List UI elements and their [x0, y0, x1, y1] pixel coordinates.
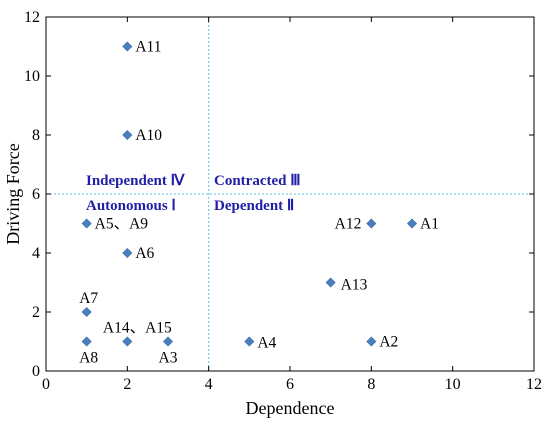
y-tick-label: 0: [32, 363, 40, 380]
data-point-label: A10: [135, 127, 162, 144]
data-point-label: A4: [257, 335, 276, 352]
x-axis-label: Dependence: [246, 398, 335, 418]
data-point-marker: [366, 336, 377, 347]
data-point-marker: [122, 247, 133, 259]
data-point-label: A7: [79, 290, 98, 307]
data-point-label: A5、A9: [95, 216, 149, 233]
x-tick-label: 12: [526, 376, 542, 393]
quadrant-divider-lines: [46, 17, 534, 371]
y-tick-label: 6: [32, 186, 40, 203]
x-tick-label: 2: [123, 376, 131, 393]
y-tick-label: 8: [32, 127, 40, 144]
data-point-label: A8: [79, 350, 98, 367]
data-point-label: A6: [135, 245, 154, 262]
x-tick-label: 8: [367, 376, 375, 393]
x-tick-label: 0: [42, 376, 50, 393]
data-point-marker: [122, 129, 133, 141]
data-point-label: A14、A15: [103, 320, 172, 337]
data-point-marker: [81, 218, 92, 229]
data-point-marker: [81, 306, 92, 318]
data-point-marker: [81, 336, 92, 347]
quadrant-labels: Independent Ⅳ Contracted Ⅲ Autonomous Ⅰ Dep…: [86, 173, 301, 214]
y-tick-label: 12: [24, 9, 40, 26]
y-tick-label: 2: [32, 304, 40, 321]
y-tick-label: 4: [32, 245, 40, 262]
axis-ticks: 0 2 4 6 8 10 12 0 2 4 6 8 10 12: [24, 9, 542, 393]
data-point-marker: [162, 336, 174, 347]
data-point-marker: [122, 336, 133, 347]
data-points: A11 A10 A5、A9 A6 A7 A14、A15 A8 A3 A4 A13 A12 A1 A2: [79, 39, 439, 367]
quadrant-label: Dependent Ⅱ: [214, 198, 294, 214]
quadrant-label: Contracted Ⅲ: [214, 173, 301, 189]
data-point-label: A1: [420, 216, 439, 233]
x-tick-label: 4: [205, 376, 213, 393]
data-point-marker: [406, 218, 418, 229]
data-point-marker: [325, 277, 336, 288]
data-point-marker: [122, 41, 133, 52]
data-point-marker: [244, 336, 255, 347]
data-point-marker: [366, 218, 377, 229]
quadrant-label: Independent Ⅳ: [86, 173, 186, 189]
data-point-label: A3: [159, 350, 178, 367]
x-tick-label: 6: [286, 376, 294, 393]
data-point-label: A12: [335, 216, 362, 233]
y-axis-label: Driving Force: [3, 143, 23, 244]
data-point-label: A2: [379, 334, 398, 351]
y-tick-label: 10: [24, 68, 40, 85]
quadrant-label: Autonomous Ⅰ: [86, 198, 176, 214]
data-point-label: A13: [341, 277, 368, 294]
x-tick-label: 10: [445, 376, 461, 393]
data-point-label: A11: [135, 39, 161, 56]
